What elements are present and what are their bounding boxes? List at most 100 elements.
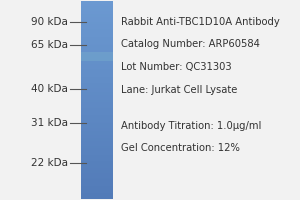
- Bar: [81, 29, 113, 30]
- Bar: [81, 174, 113, 176]
- Bar: [81, 27, 113, 29]
- Bar: [81, 135, 113, 136]
- Bar: [81, 151, 113, 153]
- Bar: [81, 178, 113, 179]
- Bar: [81, 102, 113, 103]
- Bar: [81, 87, 113, 88]
- Bar: [81, 77, 113, 78]
- Bar: [81, 12, 113, 14]
- Text: 40 kDa: 40 kDa: [31, 84, 68, 94]
- Bar: [81, 19, 113, 21]
- Bar: [81, 118, 113, 120]
- Bar: [81, 171, 113, 173]
- Bar: [81, 183, 113, 184]
- Bar: [81, 34, 113, 35]
- Text: 65 kDa: 65 kDa: [31, 40, 68, 50]
- Bar: [81, 67, 113, 69]
- Bar: [81, 54, 113, 55]
- Bar: [81, 193, 113, 194]
- Bar: [81, 17, 113, 19]
- Bar: [81, 122, 113, 123]
- Bar: [81, 191, 113, 193]
- Bar: [81, 155, 113, 156]
- Bar: [81, 138, 113, 140]
- Bar: [81, 100, 113, 102]
- Bar: [81, 24, 113, 26]
- Bar: [81, 50, 113, 52]
- Bar: [81, 70, 113, 72]
- Bar: [81, 69, 113, 70]
- Bar: [81, 22, 113, 24]
- Text: 90 kDa: 90 kDa: [31, 17, 68, 27]
- Bar: [81, 158, 113, 160]
- Bar: [81, 32, 113, 34]
- Bar: [81, 160, 113, 161]
- Bar: [81, 62, 113, 64]
- Bar: [81, 130, 113, 131]
- Bar: [81, 95, 113, 97]
- Bar: [81, 97, 113, 98]
- Bar: [81, 196, 113, 198]
- Bar: [81, 148, 113, 150]
- Bar: [81, 49, 113, 50]
- Bar: [81, 72, 113, 74]
- Bar: [81, 52, 113, 54]
- Bar: [81, 75, 113, 77]
- Bar: [81, 173, 113, 174]
- Bar: [81, 1, 113, 2]
- Bar: [81, 2, 113, 4]
- Bar: [81, 168, 113, 170]
- Bar: [81, 112, 113, 113]
- Bar: [81, 181, 113, 183]
- Bar: [81, 35, 113, 37]
- Text: Catalog Number: ARP60584: Catalog Number: ARP60584: [121, 39, 260, 49]
- Bar: [81, 143, 113, 145]
- Bar: [81, 161, 113, 163]
- Bar: [81, 105, 113, 107]
- Bar: [81, 165, 113, 166]
- Bar: [81, 194, 113, 196]
- Bar: [81, 186, 113, 188]
- Bar: [81, 107, 113, 108]
- Bar: [81, 163, 113, 165]
- Bar: [81, 133, 113, 135]
- Text: Gel Concentration: 12%: Gel Concentration: 12%: [121, 143, 240, 153]
- Bar: [81, 9, 113, 11]
- Bar: [81, 4, 113, 6]
- Text: Lot Number: QC31303: Lot Number: QC31303: [121, 62, 232, 72]
- Bar: [81, 85, 113, 87]
- Bar: [81, 52, 113, 61]
- Bar: [81, 179, 113, 181]
- Bar: [81, 55, 113, 57]
- Bar: [81, 170, 113, 171]
- Bar: [81, 30, 113, 32]
- Bar: [81, 92, 113, 93]
- Bar: [81, 47, 113, 49]
- Bar: [81, 115, 113, 117]
- Bar: [81, 39, 113, 40]
- Bar: [81, 108, 113, 110]
- Bar: [81, 74, 113, 75]
- Text: Antibody Titration: 1.0μg/ml: Antibody Titration: 1.0μg/ml: [121, 121, 262, 131]
- Bar: [81, 21, 113, 22]
- Bar: [81, 11, 113, 12]
- Bar: [81, 136, 113, 138]
- Bar: [81, 140, 113, 141]
- Bar: [81, 123, 113, 125]
- Bar: [81, 42, 113, 44]
- Text: 22 kDa: 22 kDa: [31, 158, 68, 168]
- Bar: [81, 44, 113, 45]
- Bar: [81, 184, 113, 186]
- Bar: [81, 65, 113, 67]
- Text: Rabbit Anti-TBC1D10A Antibody: Rabbit Anti-TBC1D10A Antibody: [121, 17, 280, 27]
- Bar: [81, 37, 113, 39]
- Bar: [81, 14, 113, 16]
- Bar: [81, 126, 113, 128]
- Bar: [81, 78, 113, 80]
- Text: 31 kDa: 31 kDa: [31, 118, 68, 128]
- Bar: [81, 88, 113, 90]
- Bar: [81, 83, 113, 85]
- Bar: [81, 7, 113, 9]
- Bar: [81, 64, 113, 65]
- Bar: [81, 128, 113, 130]
